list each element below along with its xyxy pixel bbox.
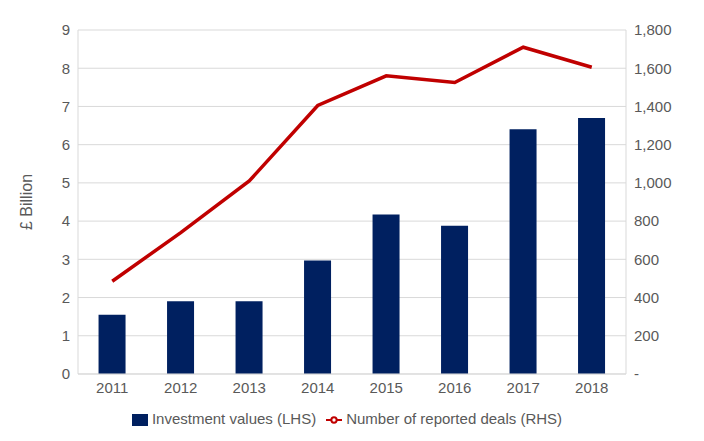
html-text:Investment values (LHS): Investment values (LHS) [151, 410, 317, 427]
svg-text:9: 9 [62, 21, 70, 38]
svg-text:0: 0 [62, 365, 70, 382]
svg-text:2016: 2016 [438, 379, 471, 396]
svg-text:3: 3 [62, 251, 70, 268]
svg-text:6: 6 [62, 136, 70, 153]
svg-text:£ Billion: £ Billion [18, 174, 35, 230]
svg-text:1,600: 1,600 [634, 60, 672, 77]
svg-text:2018: 2018 [575, 379, 608, 396]
svg-text:-: - [634, 365, 639, 382]
svg-text:2: 2 [62, 289, 70, 306]
svg-text:1,000: 1,000 [634, 174, 672, 191]
svg-text:2014: 2014 [301, 379, 334, 396]
svg-text:1,200: 1,200 [634, 136, 672, 153]
svg-text:2017: 2017 [507, 379, 540, 396]
svg-text:4: 4 [62, 212, 70, 229]
svg-text:2013: 2013 [233, 379, 266, 396]
svg-text:200: 200 [634, 327, 659, 344]
svg-text:800: 800 [634, 212, 659, 229]
svg-text:2015: 2015 [370, 379, 403, 396]
svg-text:5: 5 [62, 174, 70, 191]
svg-text:2011: 2011 [96, 379, 128, 396]
svg-text:2012: 2012 [164, 379, 197, 396]
svg-text:400: 400 [634, 289, 659, 306]
html-text:Number of reported deals (RHS): Number of reported deals (RHS) [346, 410, 563, 427]
svg-text:1,800: 1,800 [634, 21, 672, 38]
svg-text:7: 7 [62, 98, 70, 115]
svg-text:1: 1 [62, 327, 70, 344]
svg-text:1,400: 1,400 [634, 98, 672, 115]
svg-text:600: 600 [634, 251, 659, 268]
svg-text:8: 8 [62, 60, 70, 77]
